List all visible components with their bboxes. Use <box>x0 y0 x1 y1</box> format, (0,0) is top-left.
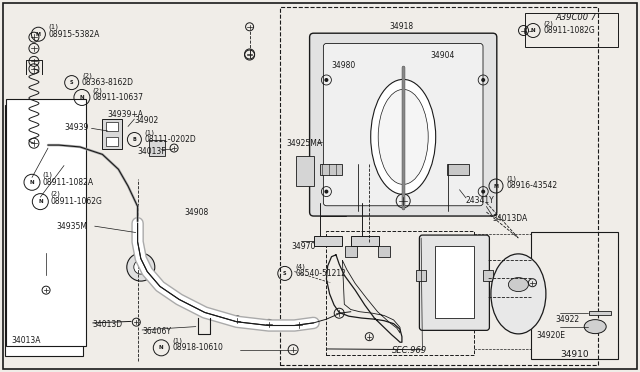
Text: N: N <box>29 180 35 185</box>
Text: 34904: 34904 <box>430 51 454 60</box>
Text: 34918: 34918 <box>389 22 413 31</box>
Bar <box>589 311 611 315</box>
Text: 08915-5382A: 08915-5382A <box>49 30 100 39</box>
Text: 34939+A: 34939+A <box>108 110 143 119</box>
Bar <box>5 105 83 356</box>
Text: 34013F: 34013F <box>138 147 166 156</box>
Bar <box>6 99 86 346</box>
Text: M: M <box>493 183 499 189</box>
Ellipse shape <box>508 278 529 292</box>
Text: 34970: 34970 <box>291 242 316 251</box>
Text: 34902: 34902 <box>134 116 159 125</box>
Text: (1): (1) <box>42 171 52 178</box>
Text: 08911-1082G: 08911-1082G <box>543 26 595 35</box>
Text: 34922: 34922 <box>556 315 580 324</box>
Text: 08911-1062G: 08911-1062G <box>51 197 102 206</box>
Circle shape <box>324 190 328 193</box>
Text: SEC.969: SEC.969 <box>392 346 428 355</box>
Circle shape <box>481 190 485 193</box>
Bar <box>531 232 618 359</box>
Text: 34910: 34910 <box>560 350 589 359</box>
Circle shape <box>127 253 155 281</box>
Bar <box>149 140 165 156</box>
Bar <box>525 13 618 46</box>
Text: N: N <box>79 95 84 100</box>
Ellipse shape <box>371 79 436 195</box>
Text: 34920E: 34920E <box>536 331 565 340</box>
Text: 08916-43542: 08916-43542 <box>506 182 557 190</box>
FancyBboxPatch shape <box>323 44 483 206</box>
Bar <box>483 270 493 281</box>
Text: S: S <box>283 271 287 276</box>
Text: (1): (1) <box>173 337 183 344</box>
Text: 08911-1082A: 08911-1082A <box>42 178 93 187</box>
Bar <box>326 231 474 355</box>
Text: 34939: 34939 <box>64 123 88 132</box>
Text: (1): (1) <box>145 129 155 136</box>
Text: (2): (2) <box>82 72 92 79</box>
Text: (2): (2) <box>543 20 553 27</box>
Circle shape <box>324 78 328 82</box>
Text: 34013DA: 34013DA <box>493 214 528 223</box>
Text: 24341Y: 24341Y <box>466 196 495 205</box>
Text: 08918-10610: 08918-10610 <box>173 343 223 352</box>
Bar <box>280 7 598 365</box>
Bar <box>435 246 474 318</box>
Text: N: N <box>531 28 536 33</box>
Text: 34980: 34980 <box>332 61 356 70</box>
Text: 08363-8162D: 08363-8162D <box>82 78 134 87</box>
Ellipse shape <box>584 320 606 334</box>
Bar <box>378 246 390 257</box>
Text: 34013A: 34013A <box>12 336 41 345</box>
Bar <box>345 246 356 257</box>
Circle shape <box>134 260 148 274</box>
Bar <box>314 236 342 246</box>
Text: (1): (1) <box>506 176 516 182</box>
Bar <box>106 137 118 146</box>
Text: 34925MA: 34925MA <box>286 139 322 148</box>
Ellipse shape <box>378 89 428 185</box>
Text: 08911-10637: 08911-10637 <box>92 93 143 102</box>
Text: B: B <box>132 137 136 142</box>
Bar <box>102 119 122 149</box>
Text: (2): (2) <box>51 191 60 198</box>
Bar <box>416 270 426 281</box>
Text: (4): (4) <box>296 263 305 270</box>
Ellipse shape <box>491 254 546 334</box>
Text: 08111-0202D: 08111-0202D <box>145 135 196 144</box>
Text: 34908: 34908 <box>184 208 209 217</box>
Text: (1): (1) <box>49 24 59 31</box>
Text: A39C00 7: A39C00 7 <box>556 13 596 22</box>
FancyBboxPatch shape <box>310 33 497 216</box>
Text: N: N <box>159 345 164 350</box>
Text: 34935M: 34935M <box>56 222 87 231</box>
Text: 08540-51212: 08540-51212 <box>296 269 346 278</box>
Bar <box>296 156 314 186</box>
Text: S: S <box>70 80 74 85</box>
Bar <box>320 164 342 175</box>
Bar <box>447 164 468 175</box>
Circle shape <box>481 78 485 82</box>
FancyBboxPatch shape <box>419 235 490 330</box>
Text: 34013D: 34013D <box>93 320 123 329</box>
Text: 36406Y: 36406Y <box>142 327 171 336</box>
Bar <box>351 236 379 246</box>
Bar <box>106 122 118 131</box>
Text: M: M <box>36 32 41 37</box>
Text: N: N <box>38 199 43 204</box>
Text: (2): (2) <box>92 87 102 94</box>
